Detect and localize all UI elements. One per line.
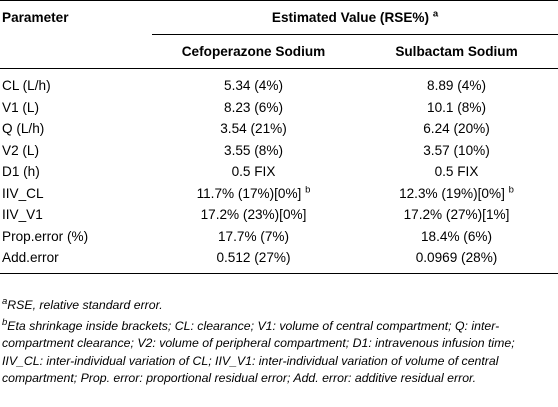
cell-text: 12.3% (19%)[0%]	[399, 185, 505, 201]
row-cefoperazone-value: 17.7% (7%)	[217, 228, 290, 244]
row-cefoperazone-value: 3.55 (8%)	[224, 142, 283, 158]
table-row: IIV_V1 17.2% (23%)[0%] 17.2% (27%)[1%]	[0, 204, 558, 226]
table-row: IIV_CL 11.7% (17%)[0%] b 12.3% (19%)[0%]…	[0, 183, 558, 205]
footnote-b-mark: b	[2, 316, 8, 328]
row-cefoperazone-value: 0.512 (27%)	[152, 247, 355, 274]
row-parameter: V1 (L)	[2, 99, 40, 115]
row-sulbactam-value: 0.5 FIX	[434, 164, 479, 179]
table-row: V2 (L) 3.55 (8%) 3.57 (10%)	[0, 140, 558, 162]
row-parameter: IIV_V1	[2, 207, 43, 222]
footnote-b-text: Eta shrinkage inside brackets; CL: clear…	[2, 318, 515, 386]
footnote-mark-a: a	[432, 8, 439, 20]
row-parameter: IIV_CL	[2, 185, 44, 201]
header-empty-cell	[0, 34, 152, 69]
row-sulbactam-value: 0.0969 (28%)	[355, 247, 558, 274]
row-parameter: D1 (h)	[2, 164, 40, 179]
row-parameter: CL (L/h)	[2, 78, 51, 93]
row-cefoperazone-value: 17.2% (23%)[0%]	[200, 207, 307, 222]
row-parameter: V2 (L)	[2, 142, 40, 158]
table-row: CL (L/h) 5.34 (4%) 8.89 (4%)	[0, 69, 558, 97]
row-parameter: Prop.error (%)	[2, 228, 89, 244]
footnote-a-mark: a	[2, 295, 8, 307]
table-row: V1 (L) 8.23 (6%) 10.1 (8%)	[0, 97, 558, 119]
table-row: D1 (h) 0.5 FIX 0.5 FIX	[0, 161, 558, 183]
header-parameter: Parameter	[2, 10, 69, 26]
header-row-2: Cefoperazone Sodium Sulbactam Sodium	[0, 34, 558, 69]
row-cefoperazone-value: 11.7% (17%)[0%] b	[152, 183, 355, 205]
footnote-b: bEta shrinkage inside brackets; CL: clea…	[2, 316, 552, 388]
row-sulbactam-value: 18.4% (6%)	[420, 228, 493, 244]
header-cefoperazone: Cefoperazone Sodium	[152, 34, 355, 69]
row-cefoperazone-value: 8.23 (6%)	[224, 99, 283, 115]
row-cefoperazone-value: 5.34 (4%)	[224, 78, 283, 93]
row-sulbactam-value: 17.2% (27%)[1%]	[403, 207, 510, 222]
row-sulbactam-value: 3.57 (10%)	[423, 142, 490, 158]
cell-text: 11.7% (17%)[0%]	[196, 185, 302, 201]
row-cefoperazone-value: 0.5 FIX	[231, 164, 276, 179]
row-cefoperazone-value: 3.54 (21%)	[220, 121, 287, 136]
table-footnotes: aRSE, relative standard error. bEta shri…	[2, 297, 552, 388]
footnote-mark-b: b	[305, 183, 311, 195]
header-sulbactam: Sulbactam Sodium	[355, 34, 558, 69]
row-sulbactam-value: 8.89 (4%)	[427, 78, 486, 93]
footnote-a: aRSE, relative standard error.	[2, 297, 552, 315]
row-sulbactam-value: 6.24 (20%)	[423, 121, 490, 136]
header-estimated-value: Estimated Value (RSE%) a	[152, 0, 558, 35]
header-estimated-text: Estimated Value (RSE%)	[271, 10, 430, 25]
table-row: Add.error 0.512 (27%) 0.0969 (28%)	[0, 247, 558, 274]
table-row: Q (L/h) 3.54 (21%) 6.24 (20%)	[0, 118, 558, 140]
footnote-a-text: RSE, relative standard error.	[7, 298, 163, 312]
row-sulbactam-value: 10.1 (8%)	[427, 99, 486, 115]
row-parameter: Q (L/h)	[2, 121, 45, 136]
header-row-1: Parameter Estimated Value (RSE%) a	[0, 0, 558, 35]
table-row: Prop.error (%) 17.7% (7%) 18.4% (6%)	[0, 226, 558, 248]
footnote-mark-b: b	[508, 183, 514, 195]
row-parameter: Add.error	[0, 247, 152, 274]
pk-parameter-table: Parameter Estimated Value (RSE%) a Cefop…	[0, 0, 558, 274]
row-sulbactam-value: 12.3% (19%)[0%] b	[355, 183, 558, 205]
